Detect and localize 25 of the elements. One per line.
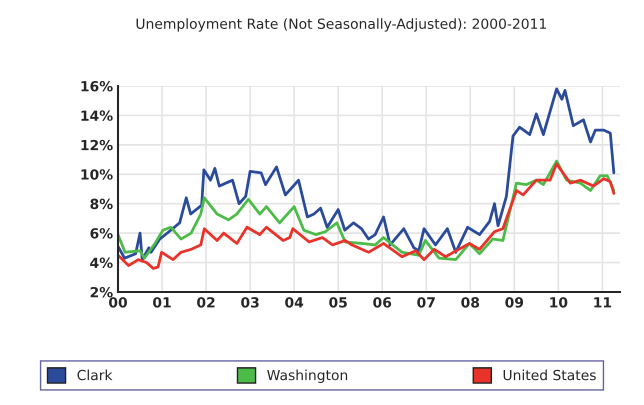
y-tick-label: 16%	[81, 80, 113, 92]
x-tick-label: 04	[285, 297, 304, 308]
chart-title: Unemployment Rate (Not Seasonally-Adjusted): 2000-2011	[136, 18, 546, 32]
x-tick-label: 02	[197, 297, 215, 308]
legend-label: Clark	[77, 370, 112, 380]
y-tick-label: 4%	[90, 258, 113, 268]
y-tick-label: 8%	[90, 198, 113, 210]
x-tick-label: 00	[109, 297, 127, 308]
y-tick-label: 12%	[81, 140, 113, 150]
x-tick-label: 10	[550, 297, 568, 308]
y-tick-label: 2%	[90, 286, 113, 298]
x-tick-label: 06	[373, 297, 392, 308]
x-tick-label: 07	[417, 297, 435, 308]
x-tick-label: 01	[153, 297, 171, 308]
line-series	[118, 88, 616, 262]
x-tick-label: 05	[329, 297, 347, 308]
x-tick-label: 08	[461, 297, 480, 308]
legend-label: Washington	[267, 370, 348, 383]
x-tick-label: 11	[594, 297, 612, 308]
y-tick-label: 14%	[81, 110, 113, 121]
x-tick-label: 09	[505, 297, 524, 308]
y-tick-label: 10%	[81, 169, 113, 180]
y-tick-label: 6%	[90, 228, 113, 239]
x-tick-label: 03	[241, 297, 259, 308]
legend-label: United States	[504, 370, 596, 380]
